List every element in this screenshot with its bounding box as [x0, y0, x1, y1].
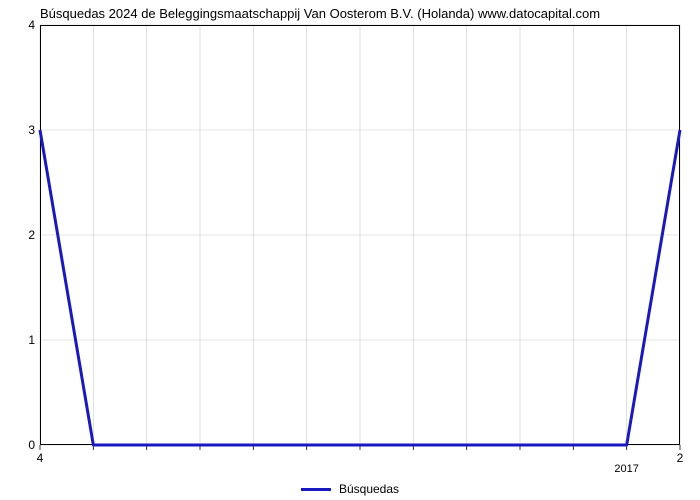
- x-tick-label: 2017: [614, 463, 638, 475]
- chart-title: Búsquedas 2024 de Beleggingsmaatschappij…: [40, 6, 600, 21]
- y-tick-label: 0: [5, 438, 35, 452]
- y-tick-label: 1: [5, 333, 35, 347]
- x-tick-label: 2: [677, 451, 684, 465]
- chart-svg: [40, 25, 680, 453]
- y-tick-label: 2: [5, 228, 35, 242]
- legend: Búsquedas: [0, 482, 700, 496]
- legend-label: Búsquedas: [339, 482, 399, 496]
- legend-line-icon: [301, 488, 331, 491]
- chart-container: Búsquedas 2024 de Beleggingsmaatschappij…: [0, 0, 700, 500]
- y-tick-label: 3: [5, 123, 35, 137]
- plot-area: [40, 25, 680, 445]
- x-tick-label: 4: [37, 451, 44, 465]
- y-tick-label: 4: [5, 18, 35, 32]
